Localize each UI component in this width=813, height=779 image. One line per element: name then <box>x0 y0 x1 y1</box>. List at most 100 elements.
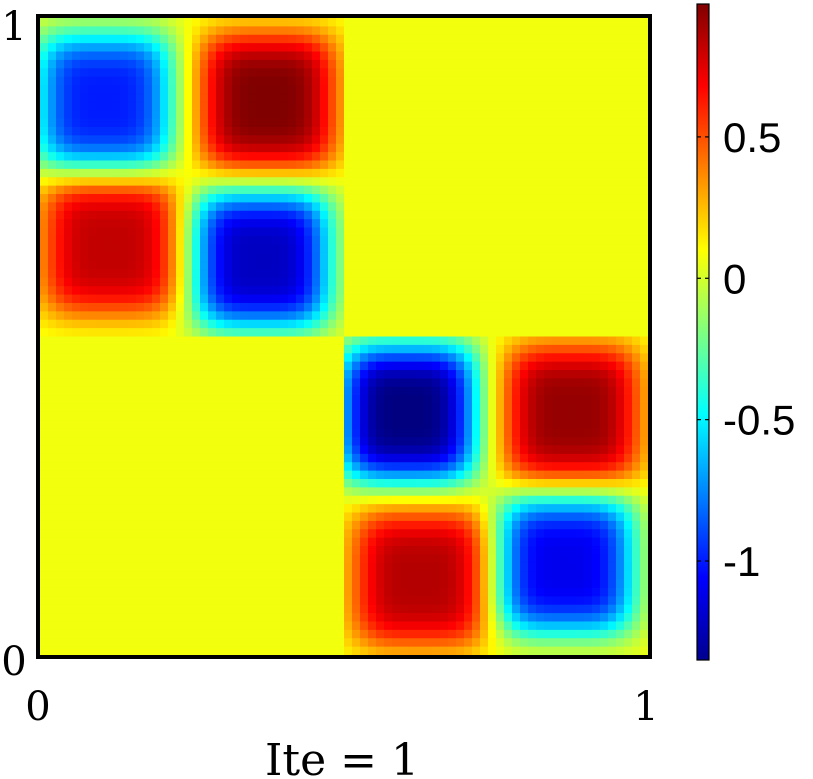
heatmap-cell <box>160 495 169 505</box>
heatmap-cell <box>472 336 481 346</box>
heatmap-cell <box>448 571 457 581</box>
heatmap-cell <box>72 604 81 614</box>
heatmap-cell <box>424 621 433 631</box>
heatmap-cell <box>208 629 217 639</box>
heatmap-cell <box>432 395 441 405</box>
heatmap-cell <box>280 328 289 338</box>
heatmap-cell <box>176 252 185 262</box>
heatmap-cell <box>176 411 185 421</box>
heatmap-cell <box>120 420 129 430</box>
heatmap-cell <box>184 478 193 488</box>
heatmap-cell <box>224 336 233 346</box>
heatmap-cell <box>456 646 465 656</box>
heatmap-cell <box>464 453 473 463</box>
heatmap-cell <box>528 302 537 312</box>
heatmap-cell <box>160 68 169 78</box>
heatmap-cell <box>480 428 489 438</box>
heatmap-cell <box>408 110 417 120</box>
heatmap-cell <box>64 596 73 606</box>
heatmap-cell <box>88 160 97 170</box>
heatmap-cell <box>96 361 105 371</box>
heatmap-cell <box>280 378 289 388</box>
heatmap-cell <box>368 596 377 606</box>
heatmap-cell <box>208 59 217 69</box>
heatmap-cell <box>424 286 433 296</box>
heatmap-cell <box>112 143 121 153</box>
heatmap-cell <box>456 286 465 296</box>
heatmap-cell <box>520 512 529 522</box>
heatmap-cell <box>536 244 545 254</box>
heatmap-cell <box>400 604 409 614</box>
heatmap-cell <box>536 227 545 237</box>
heatmap-cell <box>384 378 393 388</box>
heatmap-cell <box>272 453 281 463</box>
heatmap-cell <box>64 613 73 623</box>
heatmap-cell <box>480 420 489 430</box>
heatmap-cell <box>440 277 449 287</box>
heatmap-cell <box>136 286 145 296</box>
heatmap-cell <box>496 587 505 597</box>
heatmap-cell <box>304 177 313 187</box>
heatmap-cell <box>504 554 513 564</box>
heatmap-cell <box>264 403 273 413</box>
heatmap-cell <box>528 118 537 128</box>
heatmap-cell <box>128 487 137 497</box>
heatmap-cell <box>144 554 153 564</box>
heatmap-cell <box>408 68 417 78</box>
heatmap-cell <box>264 143 273 153</box>
heatmap-cell <box>400 453 409 463</box>
heatmap-cell <box>504 613 513 623</box>
heatmap-cell <box>104 420 113 430</box>
heatmap-cell <box>352 168 361 178</box>
heatmap-cell <box>136 386 145 396</box>
heatmap-cell <box>312 93 321 103</box>
heatmap-cell <box>328 420 337 430</box>
heatmap-cell <box>288 235 297 245</box>
heatmap-cell <box>520 202 529 212</box>
heatmap-cell <box>408 437 417 447</box>
heatmap-cell <box>280 93 289 103</box>
heatmap-cell <box>280 344 289 354</box>
heatmap-cell <box>440 546 449 556</box>
heatmap-cell <box>480 135 489 145</box>
heatmap-cell <box>360 311 369 321</box>
heatmap-cell <box>248 411 257 421</box>
heatmap-cell <box>448 613 457 623</box>
heatmap-cell <box>152 277 161 287</box>
heatmap-cell <box>440 311 449 321</box>
heatmap-cell <box>496 152 505 162</box>
heatmap-cell <box>360 520 369 530</box>
heatmap-cell <box>272 194 281 203</box>
heatmap-cell <box>392 462 401 472</box>
heatmap-cell <box>456 512 465 522</box>
heatmap-cell <box>560 26 569 36</box>
heatmap-cell <box>264 244 273 254</box>
heatmap-cell <box>120 26 129 36</box>
heatmap-cell <box>384 512 393 522</box>
heatmap-cell <box>168 160 177 170</box>
heatmap-cell <box>320 411 329 421</box>
heatmap-cell <box>48 386 57 396</box>
heatmap-cell <box>224 59 233 69</box>
heatmap-cell <box>272 629 281 639</box>
heatmap-cell <box>416 51 425 61</box>
heatmap-cell <box>200 18 209 27</box>
heatmap-cell <box>456 85 465 95</box>
heatmap-cell <box>144 629 153 639</box>
heatmap-cell <box>320 353 329 363</box>
heatmap-cell <box>536 152 545 162</box>
heatmap-cell <box>72 252 81 262</box>
heatmap-cell <box>240 210 249 220</box>
heatmap-cell <box>408 210 417 220</box>
heatmap-cell <box>328 219 337 229</box>
heatmap-cell <box>96 118 105 128</box>
heatmap-cell <box>400 344 409 354</box>
heatmap-cell <box>312 76 321 86</box>
heatmap-cell <box>296 252 305 262</box>
heatmap-cell <box>64 487 73 497</box>
heatmap-cell <box>552 328 561 338</box>
heatmap-cell <box>72 403 81 413</box>
heatmap-cell <box>488 571 497 581</box>
heatmap-cell <box>200 462 209 472</box>
heatmap-cell <box>248 562 257 572</box>
